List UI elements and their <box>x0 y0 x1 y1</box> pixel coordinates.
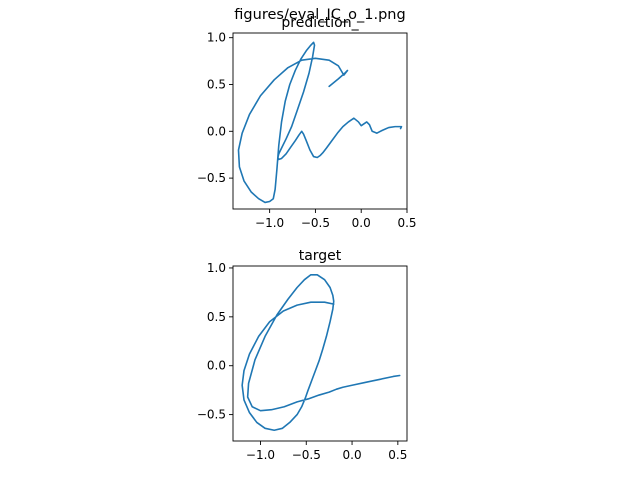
target-xtick-label-0: −1.0 <box>246 448 275 462</box>
target-xtick-label-1: −0.5 <box>292 448 321 462</box>
prediction-xtick-label-2: 0.0 <box>352 216 371 230</box>
subplot-prediction: prediction_ −1.0 −0.5 0.0 0.5 −0.5 0.0 0.5 1.0 <box>197 15 417 230</box>
prediction-ytick-label-1: 0.0 <box>207 124 226 138</box>
target-series-line-0 <box>241 273 401 432</box>
target-xtick-label-2: 0.0 <box>343 448 362 462</box>
target-axes-frame <box>232 265 408 442</box>
target-ytick-label-0: −0.5 <box>197 408 226 422</box>
prediction-xtick-label-0: −1.0 <box>255 216 284 230</box>
target-xtick-label-3: 0.5 <box>388 448 407 462</box>
target-title: target <box>299 248 342 264</box>
figure-suptitle: figures/eval_IC_o_1.png <box>234 7 406 23</box>
prediction-ytick-label-0: −0.5 <box>197 171 226 185</box>
prediction-axes-frame <box>232 32 408 210</box>
prediction-xtick-label-3: 0.5 <box>397 216 416 230</box>
target-ytick-label-1: 0.0 <box>207 359 226 373</box>
prediction-title: prediction_ <box>281 15 359 31</box>
prediction-ytick-label-3: 1.0 <box>207 31 226 45</box>
prediction-ytick-label-2: 0.5 <box>207 77 226 91</box>
target-ytick-label-2: 0.5 <box>207 310 226 324</box>
target-ytick-label-3: 1.0 <box>207 261 226 275</box>
prediction-series-line-0 <box>237 41 403 204</box>
prediction-xtick-label-1: −0.5 <box>301 216 330 230</box>
subplot-target: target −1.0 −0.5 0.0 0.5 −0.5 0.0 0.5 1.0 <box>197 248 408 462</box>
